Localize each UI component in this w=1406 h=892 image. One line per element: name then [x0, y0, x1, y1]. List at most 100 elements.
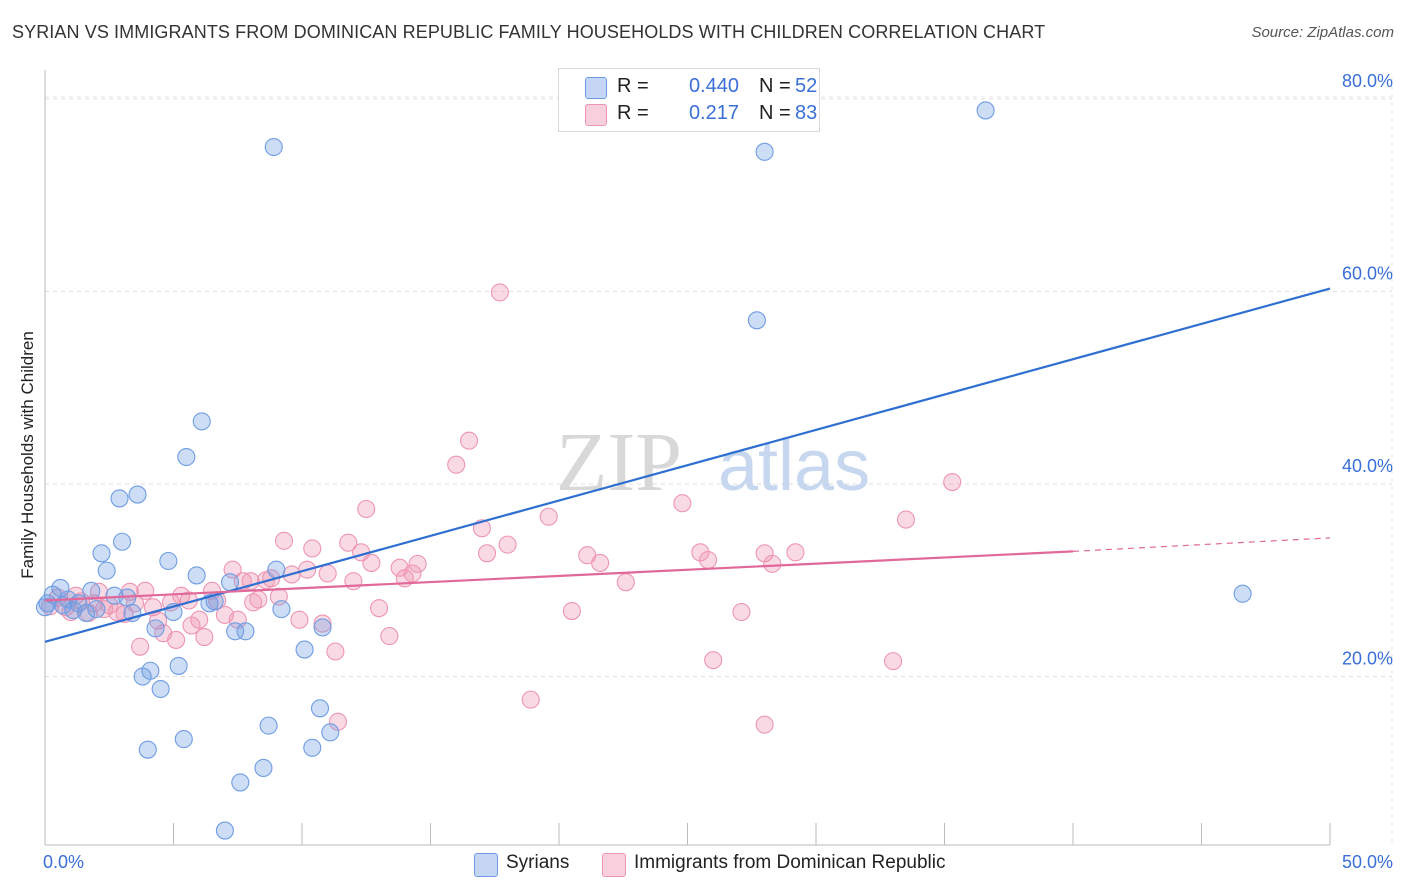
dominican-point: [755, 715, 774, 734]
dominican-point: [290, 610, 309, 629]
trend-lines: [44, 287, 1331, 643]
watermark-zip: ZIP: [556, 416, 682, 509]
syrians-point: [77, 603, 96, 623]
dominican-point: [896, 510, 916, 529]
legend-label-dominican: Immigrants from Dominican Republic: [634, 852, 946, 873]
y-tick-labels: 20.0% 40.0% 60.0% 80.0%: [1342, 71, 1393, 669]
dominican-trend-line: [44, 550, 1074, 602]
syrians-point: [187, 566, 206, 585]
syrians-point: [151, 679, 170, 699]
dominican-point: [498, 535, 517, 554]
dominican-point: [89, 582, 109, 601]
dominican-point: [190, 610, 209, 629]
x-axis-min-label: 0.0%: [43, 852, 85, 872]
watermark: ZIP atlas: [556, 416, 870, 509]
legend-swatch-dominican: [585, 104, 607, 126]
legend-n-label: N =: [759, 102, 791, 124]
dominican-point: [380, 627, 399, 646]
syrians-point: [169, 656, 188, 675]
syrians-point: [146, 619, 165, 638]
dominican-point: [691, 543, 710, 562]
legend-r-label: R =: [617, 102, 649, 124]
syrians-point: [259, 716, 278, 735]
syrians-point: [159, 551, 178, 571]
syrians-point: [215, 821, 234, 840]
dominican-point: [344, 572, 363, 591]
dominican-point: [943, 472, 962, 492]
dominican-point: [477, 544, 497, 563]
syrians-point: [310, 699, 330, 718]
dominican-point: [884, 652, 903, 671]
dominican-point: [539, 507, 558, 526]
series-dominican-points: [41, 283, 962, 734]
syrians-point: [254, 758, 273, 778]
dominican-point: [195, 627, 214, 647]
chart-title: SYRIAN VS IMMIGRANTS FROM DOMINICAN REPU…: [12, 22, 1046, 42]
dominican-point: [357, 499, 376, 519]
legend-swatch-syrians: [474, 853, 498, 877]
legend-swatch-syrians: [585, 77, 607, 99]
dominican-point: [447, 455, 466, 474]
y-tick-label: 60.0%: [1342, 263, 1393, 283]
syrians-point: [141, 661, 160, 680]
dominican-point: [591, 553, 610, 572]
stats-legend: R = 0.440 N = 52 R = 0.217 N = 83: [558, 68, 820, 132]
syrians-point: [97, 561, 116, 580]
dominican-point: [339, 533, 358, 552]
legend-n-value-syrians: 52: [795, 75, 818, 97]
syrians-point: [177, 447, 196, 467]
syrians-point: [1233, 584, 1252, 603]
syrians-point: [976, 101, 995, 120]
legend-r-value-syrians: 0.440: [688, 75, 739, 97]
dominican-point: [732, 602, 751, 622]
dominican-point: [318, 564, 337, 583]
syrians-point: [236, 622, 255, 641]
syrians-point: [264, 137, 283, 157]
syrians-point: [747, 311, 766, 330]
dominican-point: [131, 637, 150, 656]
watermark-atlas: atlas: [718, 426, 870, 506]
dominican-point: [699, 550, 718, 570]
y-tick-label: 40.0%: [1342, 456, 1393, 476]
syrians-point: [110, 489, 129, 508]
syrians-point: [321, 723, 340, 742]
dominican-point: [362, 553, 381, 572]
x-axis-max-label: 50.0%: [1341, 852, 1393, 872]
dominican-point: [244, 593, 263, 612]
syrians-point: [128, 485, 147, 504]
syrians-point: [755, 142, 774, 161]
syrians-point: [295, 640, 314, 659]
dominican-trend-extension: [1072, 537, 1331, 552]
dominican-point: [490, 283, 509, 302]
dominican-point: [562, 602, 581, 621]
syrians-point: [53, 596, 73, 615]
syrians-point: [226, 622, 245, 641]
legend-r-label: R =: [617, 75, 649, 97]
dominican-point: [249, 590, 268, 609]
legend-r-value-dominican: 0.217: [688, 102, 739, 124]
dominican-point: [303, 539, 322, 558]
syrians-point: [313, 618, 332, 637]
dominican-point: [326, 642, 345, 661]
legend-n-value-dominican: 83: [795, 102, 818, 124]
syrians-point: [82, 581, 101, 600]
y-tick-label: 80.0%: [1342, 71, 1393, 91]
syrians-point: [92, 544, 111, 563]
legend-swatch-dominican: [602, 853, 626, 877]
dominican-point: [521, 690, 540, 709]
syrians-point: [35, 598, 55, 617]
axes: [44, 70, 1331, 846]
dominican-point: [704, 651, 723, 670]
syrians-point: [192, 412, 211, 431]
syrians-point: [231, 773, 250, 792]
dominican-point: [408, 554, 427, 573]
y-axis-title: Family Households with Children: [18, 331, 37, 579]
dominican-point: [763, 554, 782, 573]
y-tick-label: 20.0%: [1342, 649, 1393, 669]
syrians-point: [87, 600, 106, 619]
syrians-trend-line: [44, 287, 1331, 643]
syrians-point: [113, 532, 132, 551]
syrians-point: [220, 573, 240, 592]
source-credit: Source: ZipAtlas.com: [1251, 24, 1394, 41]
dominican-point: [616, 573, 635, 592]
